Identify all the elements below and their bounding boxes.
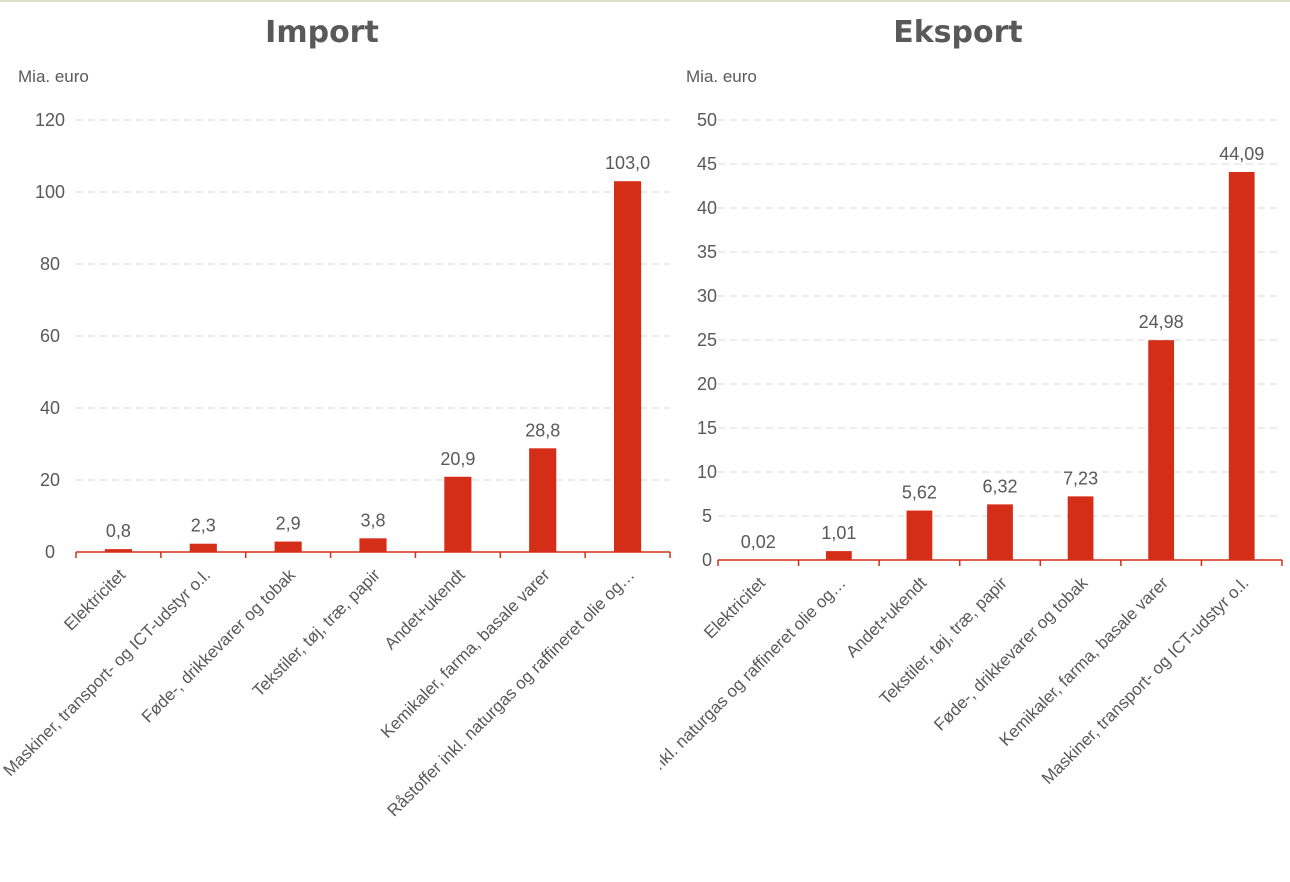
y-tick-label: 10 <box>697 462 717 482</box>
import-chart: Import Mia. euro 0 20 40 60 80 100 120 0,8 2,3 2… <box>0 15 671 820</box>
bar <box>613 181 642 552</box>
bar <box>444 476 472 552</box>
y-tick-label: 25 <box>697 330 717 350</box>
data-label: 2,9 <box>276 514 301 534</box>
bar <box>274 541 302 552</box>
y-tick-label: 30 <box>697 286 717 306</box>
bar <box>1067 496 1094 560</box>
data-label: 24,98 <box>1139 312 1184 332</box>
bar <box>906 510 933 560</box>
y-tick-label: 0 <box>702 550 712 570</box>
data-label: 20,9 <box>440 449 475 469</box>
category-label: Føde-, drikkevarer og tobak <box>138 565 299 726</box>
y-tick-label: 120 <box>35 110 65 130</box>
y-axis-ticks: 0 20 40 60 80 100 120 <box>35 110 65 562</box>
data-label: 6,32 <box>982 476 1017 496</box>
data-label: 5,62 <box>902 483 937 503</box>
data-labels: 0,8 2,3 2,9 3,8 20,9 28,8 103,0 <box>106 153 650 541</box>
y-tick-label: 50 <box>697 110 717 130</box>
bar <box>359 538 387 552</box>
category-label: Elektricitet <box>60 565 129 634</box>
y-axis-unit-label: Mia. euro <box>18 67 89 86</box>
y-tick-label: 40 <box>697 198 717 218</box>
x-axis <box>75 551 671 558</box>
data-label: 2,3 <box>191 516 216 536</box>
bars <box>104 181 642 552</box>
y-tick-label: 80 <box>40 254 60 274</box>
bars <box>745 172 1255 560</box>
y-axis-unit-label: Mia. euro <box>686 67 757 86</box>
bar <box>1148 340 1175 560</box>
y-axis-ticks: 0 5 10 15 20 25 30 35 40 45 50 <box>697 110 717 570</box>
gridlines <box>718 119 1282 517</box>
y-tick-label: 40 <box>40 398 60 418</box>
data-label: 0,8 <box>106 521 131 541</box>
gridlines <box>76 119 670 481</box>
category-label: Kemikaler, farma, basale varer <box>996 573 1173 750</box>
y-tick-label: 15 <box>697 418 717 438</box>
data-labels: 0,02 1,01 5,62 6,32 7,23 24,98 44,09 <box>741 144 1264 552</box>
y-tick-label: 0 <box>45 542 55 562</box>
bar <box>104 549 133 552</box>
category-label: Kemikaler, farma, basale varer <box>377 565 554 742</box>
y-tick-label: 100 <box>35 182 65 202</box>
y-tick-label: 45 <box>697 154 717 174</box>
data-label: 28,8 <box>525 420 560 440</box>
data-label: 7,23 <box>1063 468 1098 488</box>
category-label: Føde-, drikkevarer og tobak <box>930 573 1091 734</box>
top-border <box>0 0 1290 2</box>
data-label: 0,02 <box>741 532 776 552</box>
data-label: 44,09 <box>1219 144 1264 164</box>
chart-title: Import <box>265 15 379 50</box>
category-label: Andet+ukendt <box>381 565 469 653</box>
category-label: Andet+ukendt <box>842 573 930 661</box>
y-tick-label: 5 <box>702 506 712 526</box>
y-tick-label: 20 <box>697 374 717 394</box>
y-tick-label: 35 <box>697 242 717 262</box>
data-label: 3,8 <box>360 510 385 530</box>
data-label: 1,01 <box>821 523 856 543</box>
x-axis <box>717 559 1283 566</box>
bar <box>189 543 217 552</box>
y-tick-label: 20 <box>40 470 60 490</box>
y-tick-label: 60 <box>40 326 60 346</box>
bar <box>825 551 852 560</box>
chart-title: Eksport <box>893 15 1023 50</box>
data-label: 103,0 <box>605 153 650 173</box>
bar <box>987 504 1013 560</box>
eksport-chart: Eksport Mia. euro 0 5 10 15 20 25 30 35 40 45 50 0… <box>660 15 1283 828</box>
bar <box>529 448 557 552</box>
category-label: Elektricitet <box>700 573 769 642</box>
bar <box>1228 172 1255 560</box>
